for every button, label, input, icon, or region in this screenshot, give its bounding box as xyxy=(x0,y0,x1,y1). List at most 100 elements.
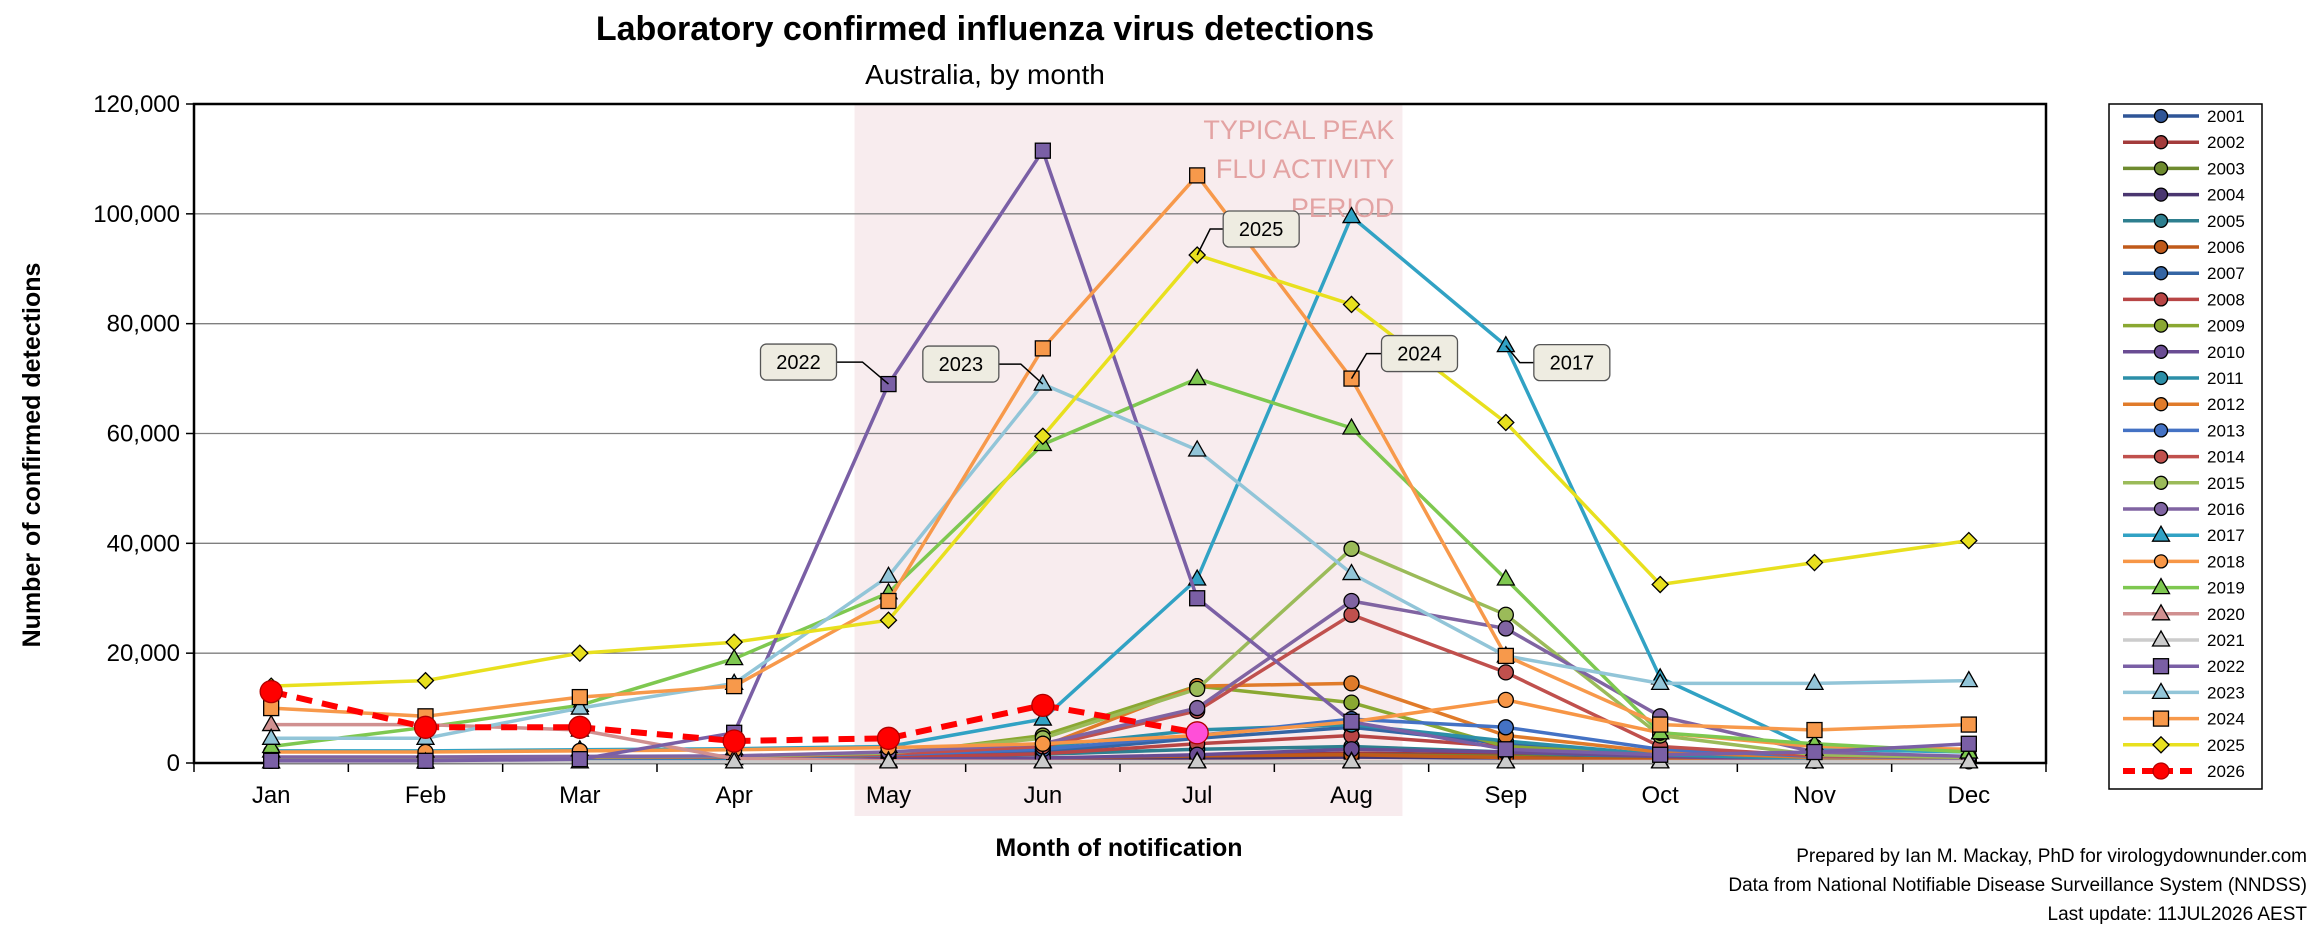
callout-box xyxy=(1533,343,1611,382)
legend-label: 2008 xyxy=(2207,290,2245,309)
legend-item-2001: 2001 xyxy=(2123,107,2245,126)
point-2026 xyxy=(413,715,438,739)
legend-item-2021: 2021 xyxy=(2123,629,2245,650)
point-2021 xyxy=(1187,751,1207,769)
point-2009 xyxy=(1343,694,1360,711)
callout-box xyxy=(922,345,1000,383)
legend-label: 2023 xyxy=(2207,683,2245,702)
legend-item-2004: 2004 xyxy=(2123,186,2245,205)
legend-frame xyxy=(2108,103,2263,790)
point-2025 xyxy=(416,671,435,690)
point-2026 xyxy=(259,679,283,704)
peak-label-line: PERIOD xyxy=(1291,193,1395,223)
point-2026 xyxy=(876,726,901,750)
series-line-2023 xyxy=(271,382,1969,741)
callout-label: 2023 xyxy=(939,354,984,376)
point-2016 xyxy=(1343,592,1360,610)
point-2025 xyxy=(725,633,744,652)
series-line-2019 xyxy=(270,376,1969,754)
x-tick-label: May xyxy=(866,782,911,809)
point-2016 xyxy=(1189,699,1206,717)
legend-item-2005: 2005 xyxy=(2123,212,2245,231)
point-2015 xyxy=(1189,680,1206,698)
legend-item-2026: 2026 xyxy=(2123,762,2245,781)
x-tick-label: Apr xyxy=(715,782,752,809)
legend-marker xyxy=(2153,501,2169,517)
series-line-2022 xyxy=(271,148,1969,763)
legend-label: 2025 xyxy=(2207,736,2245,755)
point-2019 xyxy=(724,648,744,666)
point-2021 xyxy=(1496,751,1516,769)
point-2022 xyxy=(1034,142,1051,159)
legend-marker xyxy=(2153,108,2169,124)
point-2024 xyxy=(1960,716,1977,733)
point-2022 xyxy=(1189,590,1206,607)
peak-label-line: TYPICAL PEAK xyxy=(1203,115,1394,145)
point-2025 xyxy=(1033,427,1052,446)
point-2026 xyxy=(1185,721,1209,745)
point-2025 xyxy=(1651,575,1670,594)
callout-box xyxy=(759,343,838,381)
point-2026 xyxy=(1031,693,1055,717)
point-2024 xyxy=(1189,167,1206,184)
x-tick-label: Oct xyxy=(1641,782,1679,809)
y-tick-label: 0 xyxy=(167,750,180,777)
legend-label: 2011 xyxy=(2207,369,2244,388)
point-2014 xyxy=(1343,606,1360,623)
legend-label: 2007 xyxy=(2207,264,2245,283)
legend-item-2020: 2020 xyxy=(2123,603,2245,624)
legend-marker xyxy=(2153,239,2169,255)
legend-label: 2020 xyxy=(2207,605,2245,624)
point-2015 xyxy=(1343,540,1360,557)
point-2021 xyxy=(878,751,899,769)
x-axis-label: Month of notification xyxy=(995,834,1242,862)
y-axis-label: Number of confirmed detections xyxy=(18,263,46,648)
point-2024 xyxy=(1497,647,1514,665)
point-2026 xyxy=(722,729,746,753)
point-2023 xyxy=(570,697,590,715)
legend-item-2022: 2022 xyxy=(2123,657,2245,676)
legend-marker xyxy=(2153,213,2169,228)
point-2022 xyxy=(1806,743,1823,761)
point-2019 xyxy=(1341,417,1362,435)
point-2022 xyxy=(263,752,280,769)
point-2025 xyxy=(570,644,589,663)
x-tick-label: Aug xyxy=(1330,782,1373,809)
y-tick-label: 120,000 xyxy=(93,91,180,118)
legend-marker xyxy=(2151,629,2171,647)
series-2025 xyxy=(262,246,1978,696)
point-2025 xyxy=(879,611,898,630)
point-2014 xyxy=(1497,664,1514,681)
point-2021 xyxy=(1959,751,1979,769)
series-line-2016 xyxy=(271,599,1969,759)
point-2024 xyxy=(1034,340,1051,357)
series-line-2024 xyxy=(271,173,1969,732)
point-2021 xyxy=(1033,751,1053,769)
point-2017 xyxy=(1033,708,1053,726)
legend-marker xyxy=(2153,266,2169,281)
legend-marker xyxy=(2153,397,2169,412)
callout-label: 2025 xyxy=(1239,219,1284,241)
legend-item-2010: 2010 xyxy=(2123,343,2245,362)
point-2021 xyxy=(1341,751,1362,769)
legend-item-2015: 2015 xyxy=(2123,474,2245,493)
callout-2022: 2022 xyxy=(759,343,889,385)
x-tick-label: Jun xyxy=(1023,782,1062,809)
point-2018 xyxy=(1497,691,1514,708)
point-2016 xyxy=(1497,620,1514,637)
legend-label: 2010 xyxy=(2207,343,2245,362)
point-2021 xyxy=(724,751,744,769)
series-2023 xyxy=(261,373,1979,745)
point-2024 xyxy=(571,688,588,706)
legend-item-2006: 2006 xyxy=(2123,238,2245,257)
point-2024 xyxy=(880,592,897,610)
callout-leader xyxy=(1350,352,1382,379)
point-2023 xyxy=(1804,673,1825,691)
legend-marker xyxy=(2153,292,2169,307)
point-2023 xyxy=(1033,373,1053,391)
x-tick-label: Sep xyxy=(1484,782,1527,809)
callout-leader xyxy=(1505,345,1534,364)
legend-label: 2017 xyxy=(2207,526,2245,545)
point-2022 xyxy=(1343,713,1360,730)
